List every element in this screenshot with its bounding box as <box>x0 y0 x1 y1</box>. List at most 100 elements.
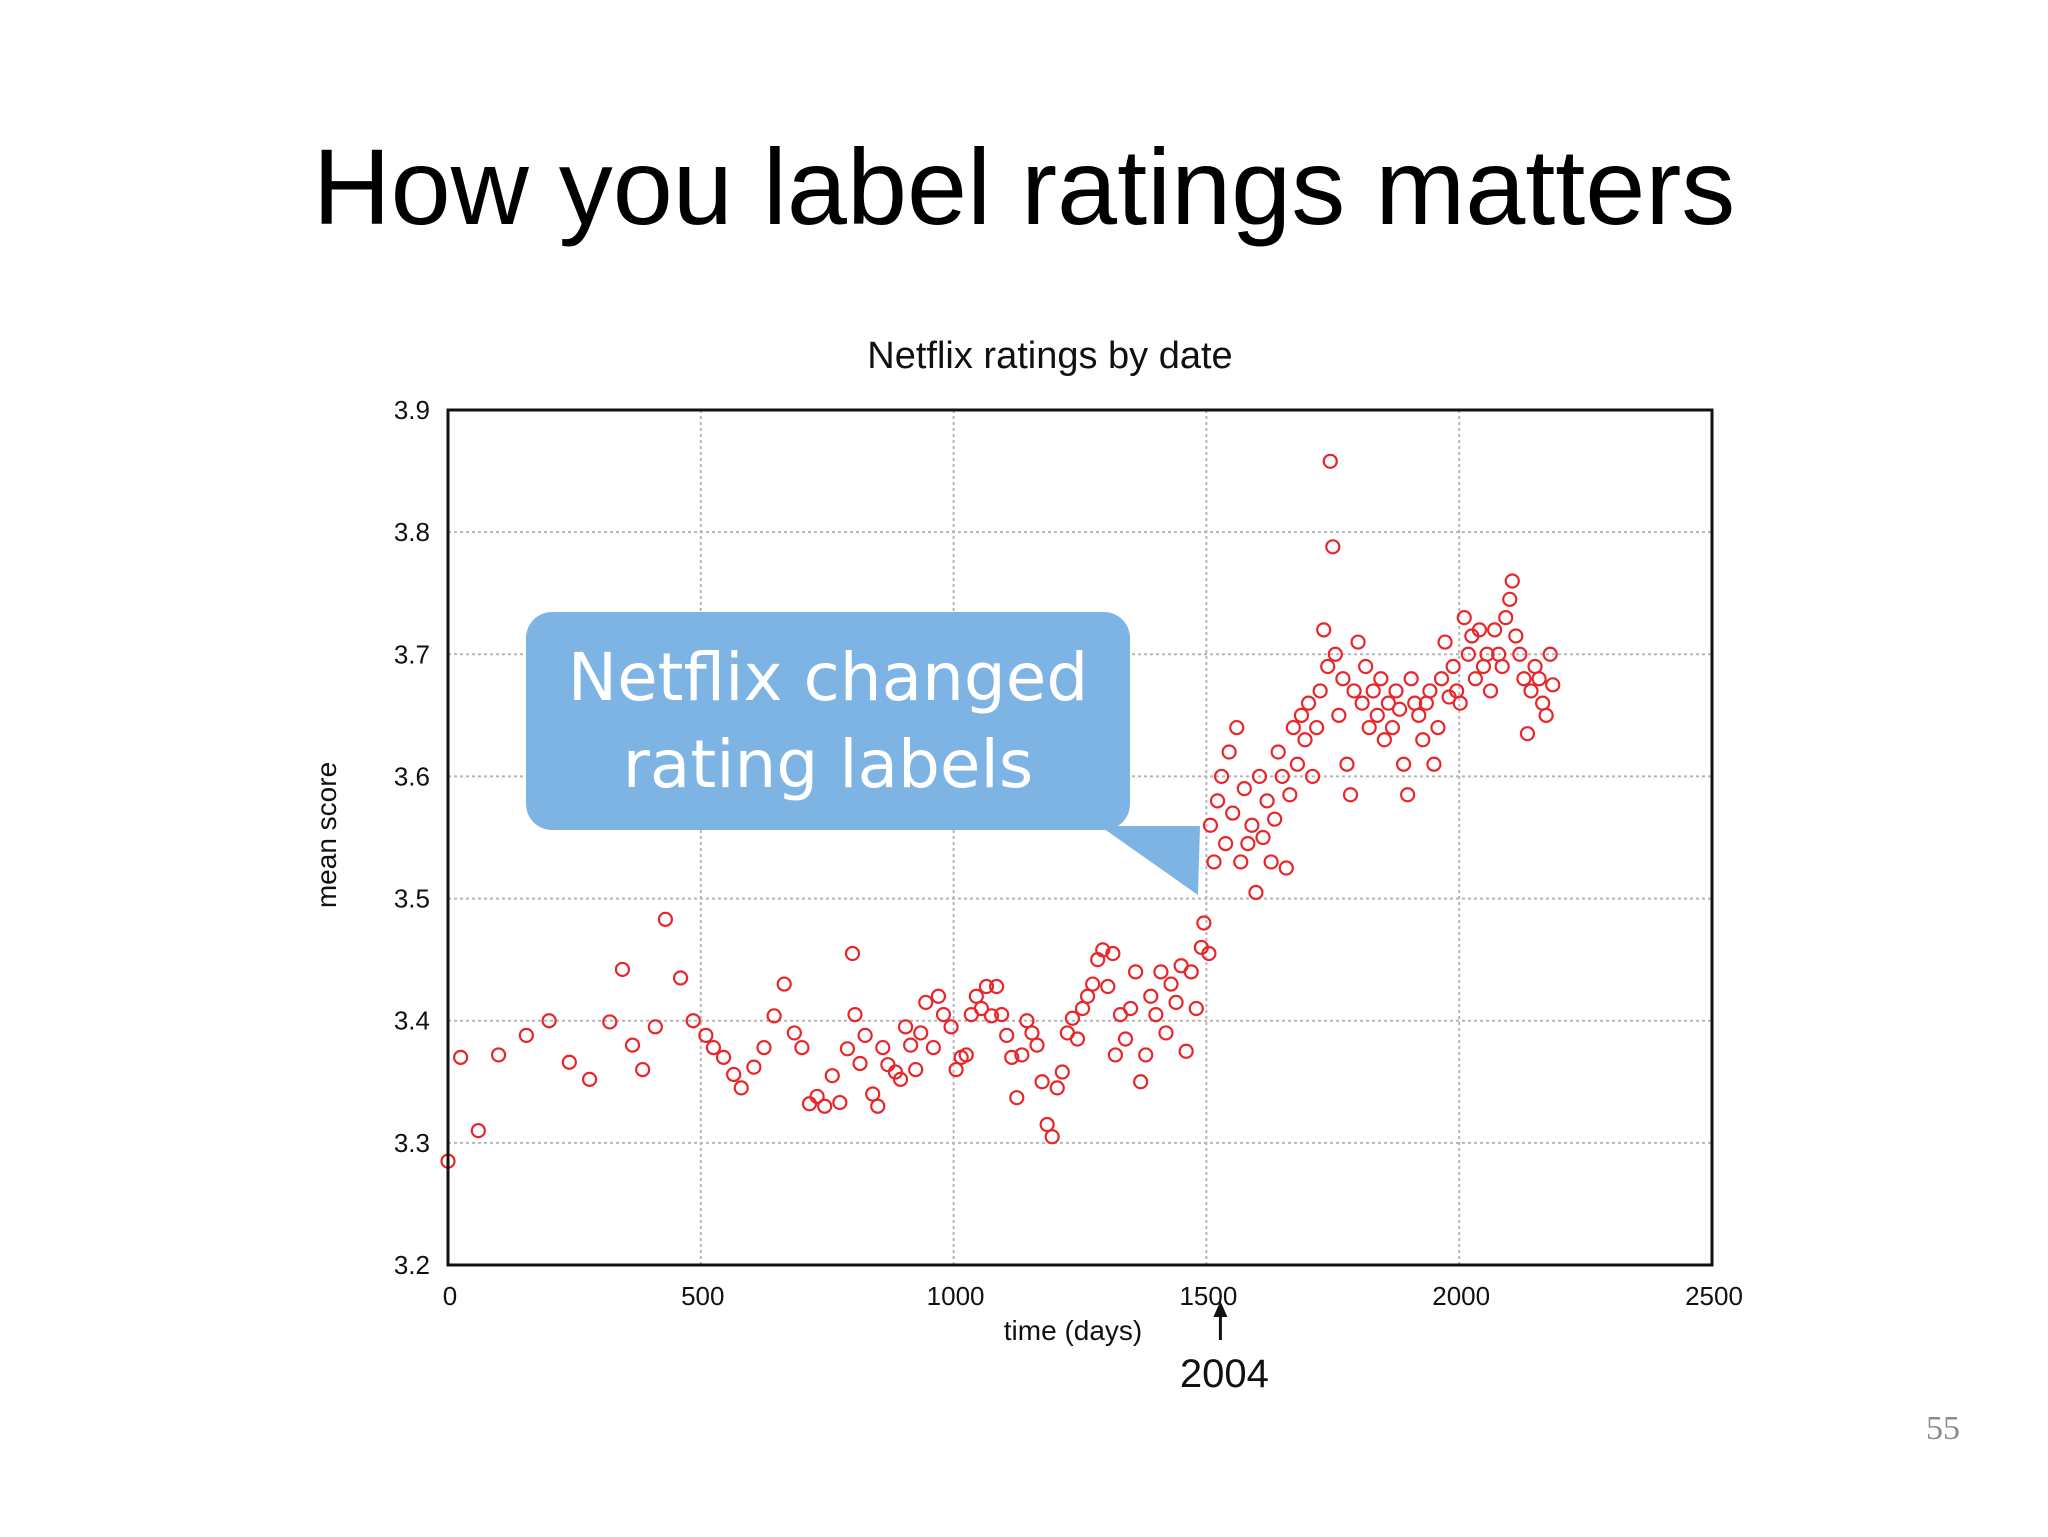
data-point <box>1221 744 1237 760</box>
data-point <box>746 1059 762 1075</box>
data-point <box>897 1019 914 1035</box>
callout-bubble: Netflix changed rating labels <box>526 612 1130 830</box>
data-point <box>1138 1047 1154 1063</box>
data-point <box>1285 719 1301 736</box>
y-tick-label: 3.9 <box>394 395 430 425</box>
plot-frame <box>446 408 1714 1267</box>
data-point <box>1508 628 1524 644</box>
data-point <box>1029 1037 1045 1053</box>
data-point <box>1278 860 1294 876</box>
data-point <box>1502 591 1518 607</box>
data-point <box>1263 854 1279 870</box>
data-point <box>1213 768 1230 785</box>
data-point <box>930 988 947 1004</box>
data-point <box>1014 1047 1030 1063</box>
data-point <box>847 1007 863 1023</box>
data-point <box>1350 634 1366 650</box>
data-point <box>1196 915 1212 931</box>
data-point <box>968 988 984 1004</box>
data-point <box>1369 707 1385 723</box>
data-point <box>1009 1090 1025 1106</box>
data-point <box>1225 805 1241 821</box>
data-point <box>776 976 792 992</box>
data-point <box>1019 1013 1035 1029</box>
chart-title: Netflix ratings by date <box>867 335 1232 377</box>
x-tick-label: 500 <box>681 1281 724 1311</box>
data-point <box>1044 1129 1060 1145</box>
data-point <box>1201 945 1217 962</box>
data-point <box>1153 964 1169 980</box>
year-annotation: 2004 <box>1180 1301 1269 1396</box>
data-point <box>1079 988 1096 1004</box>
data-point <box>913 1025 929 1041</box>
data-point <box>715 1049 732 1065</box>
data-point <box>1039 1116 1055 1133</box>
y-tick-label: 3.7 <box>394 639 430 669</box>
data-point <box>903 1037 919 1053</box>
data-point <box>1322 453 1338 469</box>
data-point <box>1188 1000 1204 1017</box>
data-point <box>1445 658 1461 675</box>
y-tick-label: 3.3 <box>394 1128 430 1158</box>
data-point <box>1236 781 1252 797</box>
data-point <box>1064 1010 1081 1026</box>
data-point <box>1471 622 1488 638</box>
data-point <box>1004 1049 1020 1065</box>
data-point <box>1460 646 1476 662</box>
data-point <box>1148 1007 1164 1023</box>
data-point <box>1415 732 1431 748</box>
data-point <box>1467 671 1483 687</box>
data-point <box>1516 671 1532 687</box>
data-point <box>880 1057 896 1073</box>
data-point <box>470 1123 486 1139</box>
data-point <box>1486 622 1503 638</box>
data-point <box>978 978 995 995</box>
data-point <box>490 1047 507 1063</box>
data-point <box>1384 719 1401 736</box>
data-point <box>726 1066 742 1083</box>
data-point <box>1158 1025 1174 1041</box>
data-point <box>935 1007 952 1023</box>
data-point <box>1168 994 1184 1010</box>
data-point <box>1365 683 1381 699</box>
data-point <box>988 978 1005 995</box>
data-point <box>1128 964 1144 980</box>
data-point <box>1105 945 1121 962</box>
data-point <box>624 1037 641 1053</box>
data-point <box>1388 683 1404 699</box>
x-axis-label: time (days) <box>1004 1315 1142 1346</box>
data-point <box>809 1088 825 1105</box>
data-point <box>1100 978 1116 995</box>
data-point <box>1312 683 1328 699</box>
x-tick-labels: 0 500 1000 1500 2000 2500 <box>443 1281 1743 1311</box>
data-point <box>1538 707 1554 723</box>
data-point <box>870 1098 886 1114</box>
data-point <box>1206 854 1222 870</box>
data-point <box>1523 683 1539 699</box>
data-point <box>1342 787 1359 803</box>
data-point <box>1519 726 1536 742</box>
data-point <box>1452 695 1468 711</box>
data-point <box>1494 658 1510 675</box>
data-point <box>857 1027 873 1043</box>
data-point <box>602 1014 618 1030</box>
data-point <box>1327 646 1343 662</box>
data-point <box>1255 829 1271 846</box>
callout-text: Netflix changed rating labels <box>567 638 1089 803</box>
data-point <box>875 1039 891 1056</box>
data-point <box>1373 671 1389 687</box>
data-point <box>1218 836 1234 852</box>
data-point <box>1376 732 1392 748</box>
data-point <box>824 1068 840 1084</box>
data-point <box>1251 768 1268 785</box>
data-point <box>1095 942 1111 958</box>
data-point <box>1117 1031 1134 1047</box>
data-point <box>561 1054 577 1070</box>
data-point <box>1229 719 1245 736</box>
data-point <box>943 1019 959 1035</box>
data-point <box>1527 658 1543 675</box>
y-tick-labels: 3.2 3.3 3.4 3.5 3.6 3.7 3.8 3.9 <box>394 395 430 1280</box>
data-point <box>801 1096 818 1112</box>
data-point <box>1122 1000 1139 1017</box>
